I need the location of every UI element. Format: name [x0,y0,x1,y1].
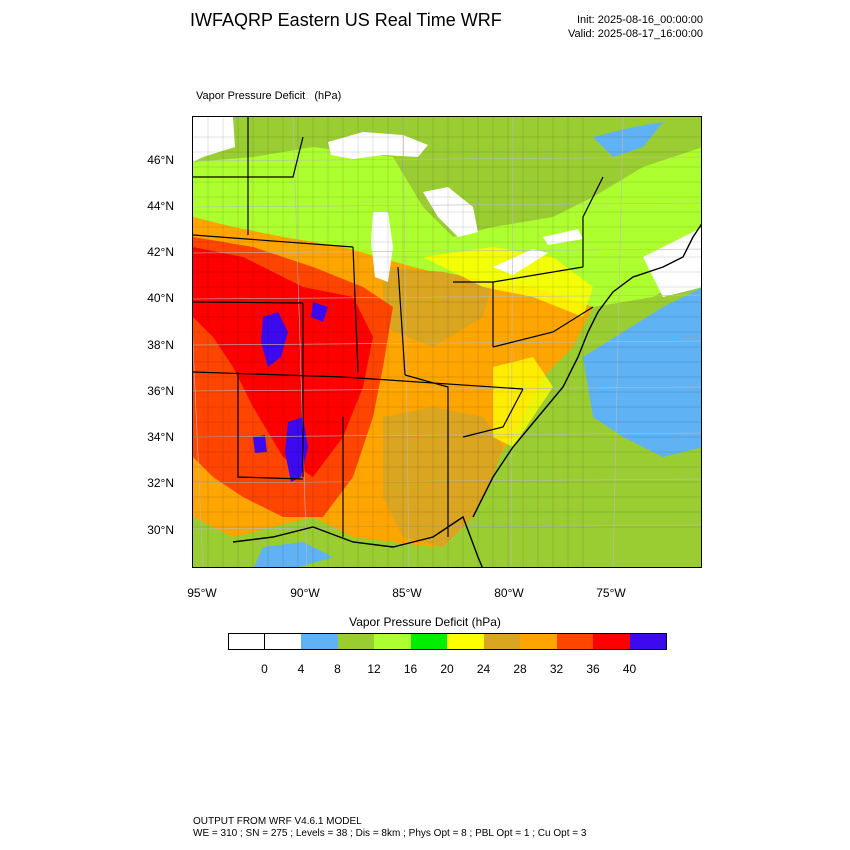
colorbar-swatch [593,633,631,650]
tan-region [383,407,503,547]
colorbar-tick-label: 12 [367,662,381,676]
yellow-band-ne [423,247,593,317]
valid-time: Valid: 2025-08-17_16:00:00 [568,28,703,40]
map-graphic [193,117,701,567]
colorbar-tick-label: 28 [513,662,527,676]
vpd-map [192,116,702,568]
lat-tick-label: 44°N [147,199,174,213]
blue-patch-ms [285,417,308,482]
gulf-blue [253,542,333,567]
county-grid [193,117,701,567]
colorbar-swatch [629,633,667,650]
lon-tick-label: 80°W [494,586,524,600]
variable-label: Vapor Pressure Deficit (hPa) [196,90,342,102]
colorbar-title: Vapor Pressure Deficit (hPa) [349,615,501,629]
blue-patch-mo [261,312,288,367]
model-info-line1: OUTPUT FROM WRF V4.6.1 MODEL [193,816,362,827]
colorbar-tick-label: 36 [586,662,600,676]
colorbar-swatch [520,633,558,650]
colorbar-swatch [374,633,412,650]
model-info: OUTPUT FROM WRF V4.6.1 MODEL WE = 310 ; … [193,816,586,840]
coastline [232,223,701,567]
colorbar-tick-label: 16 [403,662,418,676]
state-borders [193,117,604,537]
lon-tick-label: 90°W [290,586,320,600]
colorbar-tick-label: 4 [297,662,305,676]
colorbar-tick-label: 8 [334,662,341,676]
colorbar-swatch [410,633,448,650]
lon-tick-label: 75°W [596,586,626,600]
lake-huron [423,187,478,237]
colorbar-tick-label: 32 [549,662,564,676]
map-title: IWFAQRP Eastern US Real Time WRF [190,10,502,30]
lat-tick-label: 42°N [147,245,174,259]
colorbar-tick-label: 0 [261,662,268,676]
lon-tick-label: 85°W [392,586,422,600]
atlantic-blue-ne [593,122,663,157]
ocean-blue-region [583,288,701,457]
lat-tick-label: 46°N [147,153,174,167]
colorbar-swatch [483,633,521,650]
model-info-line2: WE = 310 ; SN = 275 ; Levels = 38 ; Dis … [193,828,587,839]
blue-patch-ar [253,435,267,453]
lat-tick-label: 38°N [147,338,174,352]
init-time: Init: 2025-08-16_00:00:00 [577,14,703,26]
north-green-band [193,147,701,307]
colorbar-swatch [337,633,375,650]
lake-ontario [543,229,583,245]
lon-tick-label: 95°W [187,586,217,600]
colorbar-swatch [264,633,302,650]
lat-tick-label: 34°N [147,430,174,444]
lat-tick-label: 36°N [147,384,174,398]
colorbar-tick-label: 20 [440,662,454,676]
colorbar-swatch [556,633,594,650]
lake-michigan [371,212,393,282]
lake-erie [493,249,548,275]
colorbar-swatch [447,633,485,650]
yellow-band-se [493,357,553,447]
colorbar-tick-label: 40 [622,662,637,676]
blue-patch-il [311,302,328,322]
colorbar-swatch [228,633,265,650]
nw-white-corner [193,117,235,162]
colorbar-swatch [301,633,339,650]
colorbar-tick-label: 24 [476,662,491,676]
lat-tick-label: 32°N [147,476,174,490]
run-times: Init: 2025-08-16_00:00:00 Valid: 2025-08… [568,13,703,41]
red-core [193,247,373,477]
tan-region-ohio [383,267,493,347]
lat-tick-label: 30°N [147,523,174,537]
lat-tick-label: 40°N [147,291,174,305]
